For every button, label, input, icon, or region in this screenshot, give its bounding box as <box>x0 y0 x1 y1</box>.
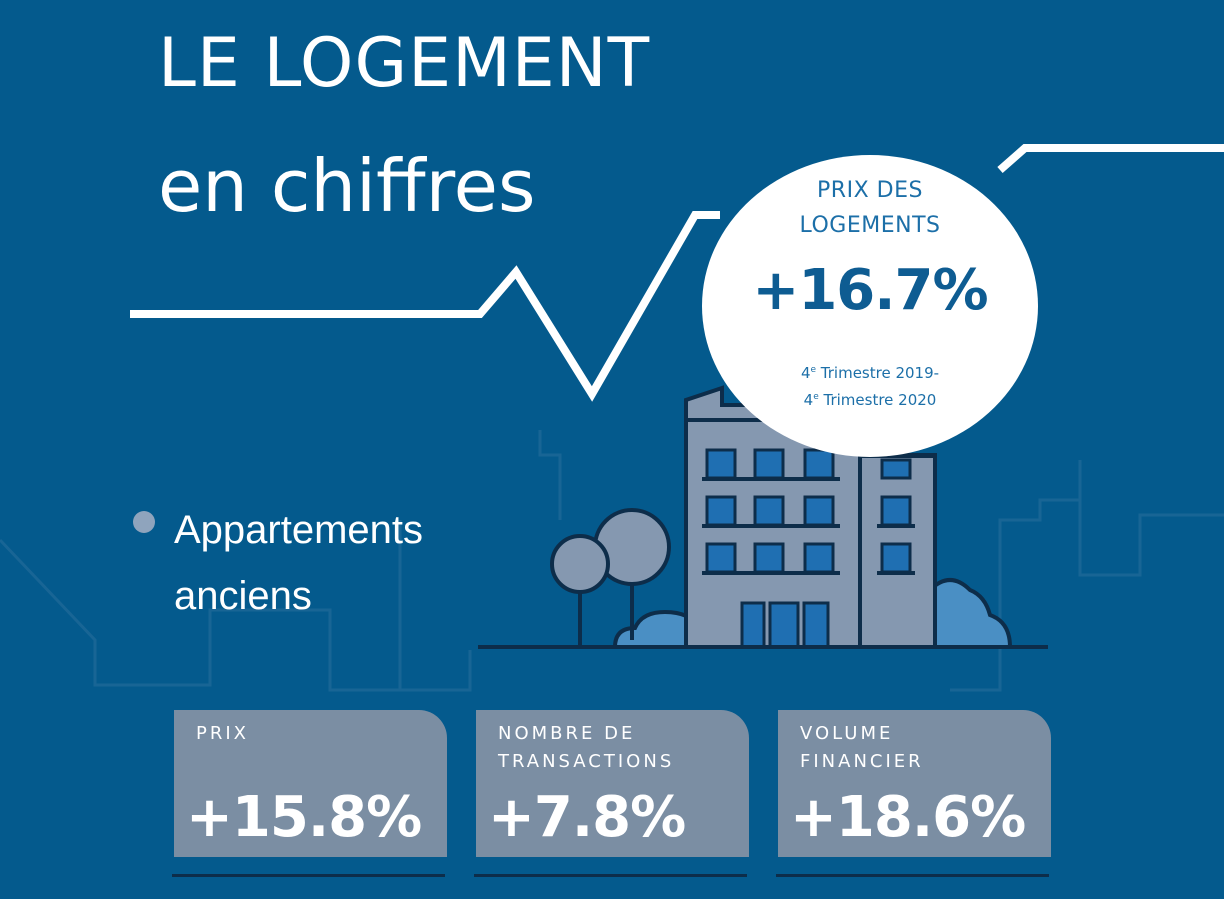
bullet-icon <box>133 511 155 533</box>
stat-card-transactions: NOMBRE DE TRANSACTIONS +7.8% <box>476 710 749 857</box>
stat-label: PRIX <box>196 723 250 744</box>
housing-price-circle: PRIX DES LOGEMENTS +16.7% 4e Trimestre 2… <box>702 155 1038 457</box>
housing-price-label: PRIX DES LOGEMENTS <box>799 178 941 238</box>
stat-value: +15.8% <box>186 785 422 850</box>
page-title: LE LOGEMENT <box>158 24 651 103</box>
stat-card-volume: VOLUME FINANCIER +18.6% <box>778 710 1051 857</box>
housing-price-value: +16.7% <box>752 258 988 323</box>
stat-card-prix: PRIX +15.8% <box>174 710 447 857</box>
divider <box>776 874 1049 877</box>
stat-label: NOMBRE DE TRANSACTIONS <box>498 723 675 772</box>
category-label: Appartements anciens <box>174 508 424 618</box>
page-subtitle: en chiffres <box>158 144 536 228</box>
stat-value: +7.8% <box>488 785 686 850</box>
stat-value: +18.6% <box>790 785 1026 850</box>
housing-price-period: 4e Trimestre 2019- 4e Trimestre 2020 <box>800 364 940 409</box>
stat-label: VOLUME FINANCIER <box>800 723 924 772</box>
tree-icon <box>550 508 671 647</box>
divider <box>474 874 747 877</box>
divider <box>172 874 445 877</box>
